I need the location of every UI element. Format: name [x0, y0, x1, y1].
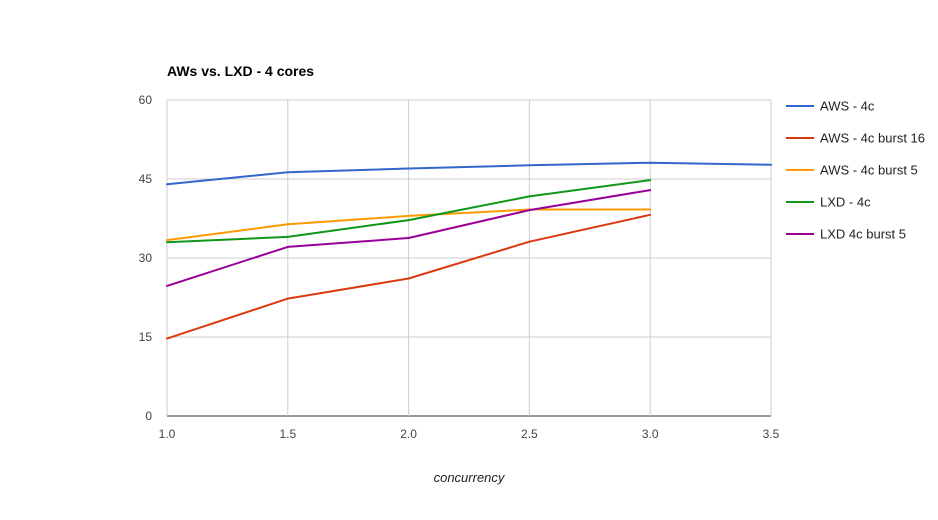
x-tick-label: 3.5 — [763, 427, 780, 441]
y-tick-label: 45 — [139, 172, 153, 186]
series-line-1 — [166, 161, 772, 186]
y-tick-label: 30 — [139, 251, 153, 265]
series-lines — [166, 161, 772, 340]
legend-label-3: AWS - 4c burst 5 — [820, 163, 918, 178]
x-tick-label: 2.0 — [400, 427, 417, 441]
series-line-2 — [166, 213, 652, 340]
x-tick-label: 1.0 — [159, 427, 176, 441]
x-axis-title: concurrency — [434, 470, 506, 485]
y-axis-ticks: 0 15 30 45 60 — [139, 93, 153, 423]
y-tick-label: 15 — [139, 330, 153, 344]
y-tick-label: 0 — [145, 409, 152, 423]
series-line-3 — [166, 208, 652, 242]
legend: AWS - 4c AWS - 4c burst 16 AWS - 4c burst … — [786, 99, 925, 242]
legend-label-4: LXD - 4c — [820, 195, 871, 210]
legend-label-1: AWS - 4c — [820, 99, 875, 114]
legend-label-5: LXD 4c burst 5 — [820, 227, 906, 242]
x-axis-ticks: 1.0 1.5 2.0 2.5 3.0 3.5 — [159, 427, 780, 441]
series-line-4 — [166, 179, 652, 244]
gridlines — [166, 99, 772, 417]
x-tick-label: 2.5 — [521, 427, 538, 441]
x-tick-label: 1.5 — [279, 427, 296, 441]
legend-label-2: AWS - 4c burst 16 — [820, 131, 925, 146]
chart-title: AWs vs. LXD - 4 cores — [167, 63, 314, 79]
series-line-5 — [166, 189, 652, 287]
x-tick-label: 3.0 — [642, 427, 659, 441]
y-tick-label: 60 — [139, 93, 153, 107]
